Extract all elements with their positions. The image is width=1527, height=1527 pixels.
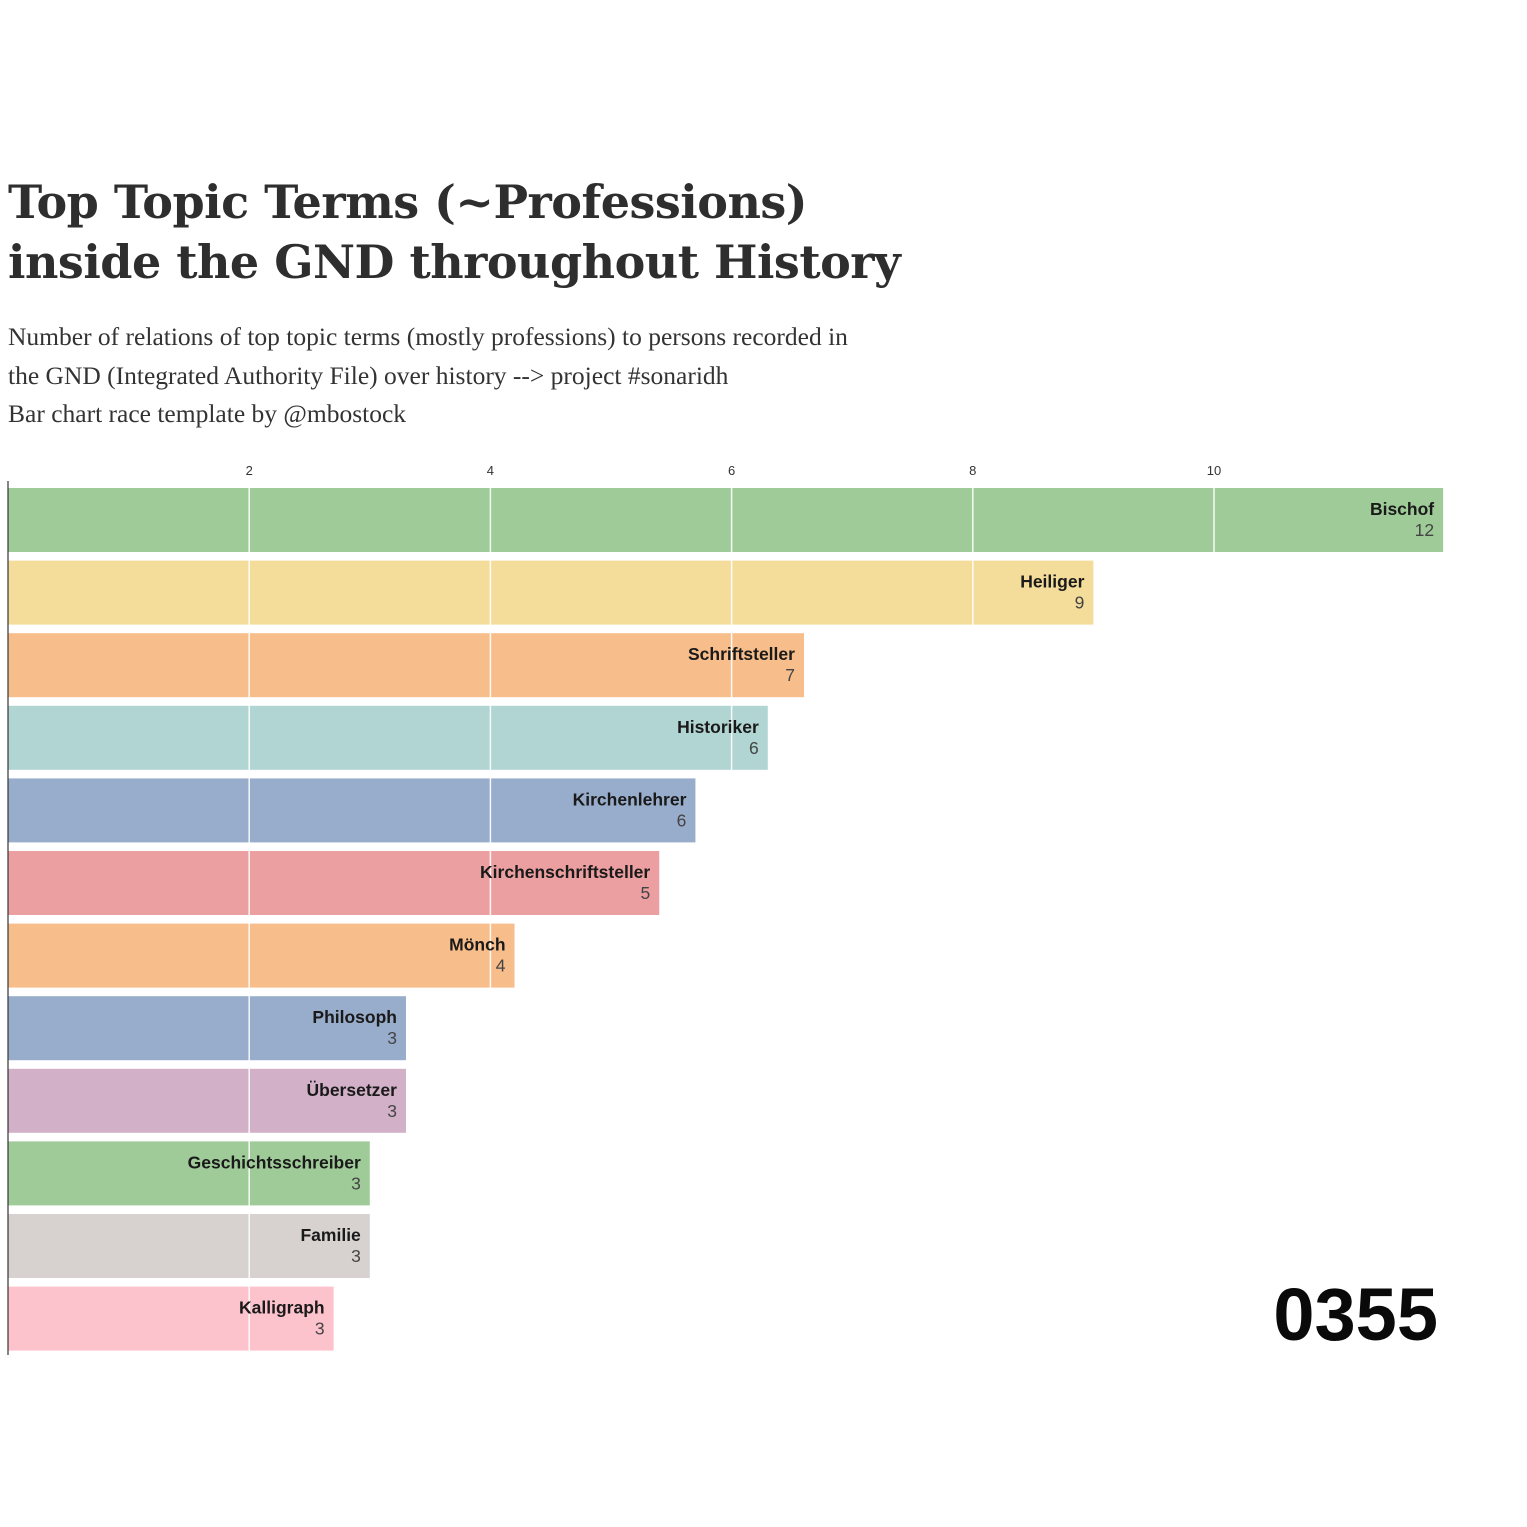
bar-bischof [8, 488, 1444, 552]
bar-value-label: 7 [785, 665, 795, 685]
x-tick-label: 10 [1207, 463, 1221, 478]
bar-kirchenlehrer [8, 778, 696, 843]
bar-historiker [8, 705, 768, 770]
bar-value-label: 5 [641, 883, 651, 903]
bar-value-label: 6 [677, 810, 687, 830]
gridlines-group [248, 483, 1215, 1355]
bar-kirchenschriftsteller [8, 851, 660, 915]
bar-geschichtsschreiber [8, 1141, 370, 1206]
bar-übersetzer [8, 1068, 406, 1133]
bar-label: Bischof [1370, 499, 1434, 519]
x-tick-label: 4 [487, 463, 494, 478]
x-axis: 2 4 6 8 10 [7, 463, 1221, 1355]
bar-label: Übersetzer [307, 1080, 398, 1100]
bar-familie [8, 1214, 370, 1278]
bar-value-label: 3 [351, 1173, 361, 1193]
bar-value-label: 4 [496, 956, 506, 976]
bar-label: Geschichtsschreiber [188, 1152, 361, 1172]
bar-label: Philosoph [312, 1007, 397, 1027]
bar-label: Schriftsteller [688, 644, 795, 664]
bar-label: Historiker [677, 717, 759, 737]
bar-value-label: 12 [1415, 520, 1434, 540]
subtitle-line: the GND (Integrated Authority File) over… [8, 360, 729, 390]
year-ticker: 0355 [1273, 1273, 1438, 1356]
bar-value-label: 9 [1075, 593, 1085, 613]
bar-kalligraph [8, 1286, 334, 1351]
bar-heiliger [8, 560, 1094, 625]
subtitle-line: Number of relations of top topic terms (… [8, 322, 848, 351]
bar-schriftsteller [8, 633, 804, 698]
bar-philosoph [8, 996, 406, 1061]
bar-value-label: 3 [351, 1246, 361, 1266]
x-tick-label: 8 [969, 463, 976, 478]
chart-title: Top Topic Terms (~Professions) inside th… [8, 175, 901, 289]
bar-label: Mönch [449, 935, 505, 955]
bar-mönch [8, 923, 515, 988]
x-tick-label: 2 [246, 463, 253, 478]
bars-group [8, 488, 1444, 1351]
bar-value-label: 3 [315, 1319, 325, 1339]
bar-label: Familie [300, 1225, 361, 1245]
bar-value-label: 6 [749, 738, 759, 758]
subtitle-line: Bar chart race template by @mbostock [8, 399, 407, 428]
bar-label: Kalligraph [239, 1298, 325, 1318]
x-tick-label: 6 [728, 463, 735, 478]
chart-subtitle: Number of relations of top topic terms (… [8, 318, 1008, 434]
bar-value-label: 3 [387, 1101, 397, 1121]
bar-value-label: 3 [387, 1028, 397, 1048]
bar-label: Heiliger [1020, 572, 1084, 592]
bar-label: Kirchenschriftsteller [480, 862, 650, 882]
bar-label: Kirchenlehrer [573, 789, 687, 809]
